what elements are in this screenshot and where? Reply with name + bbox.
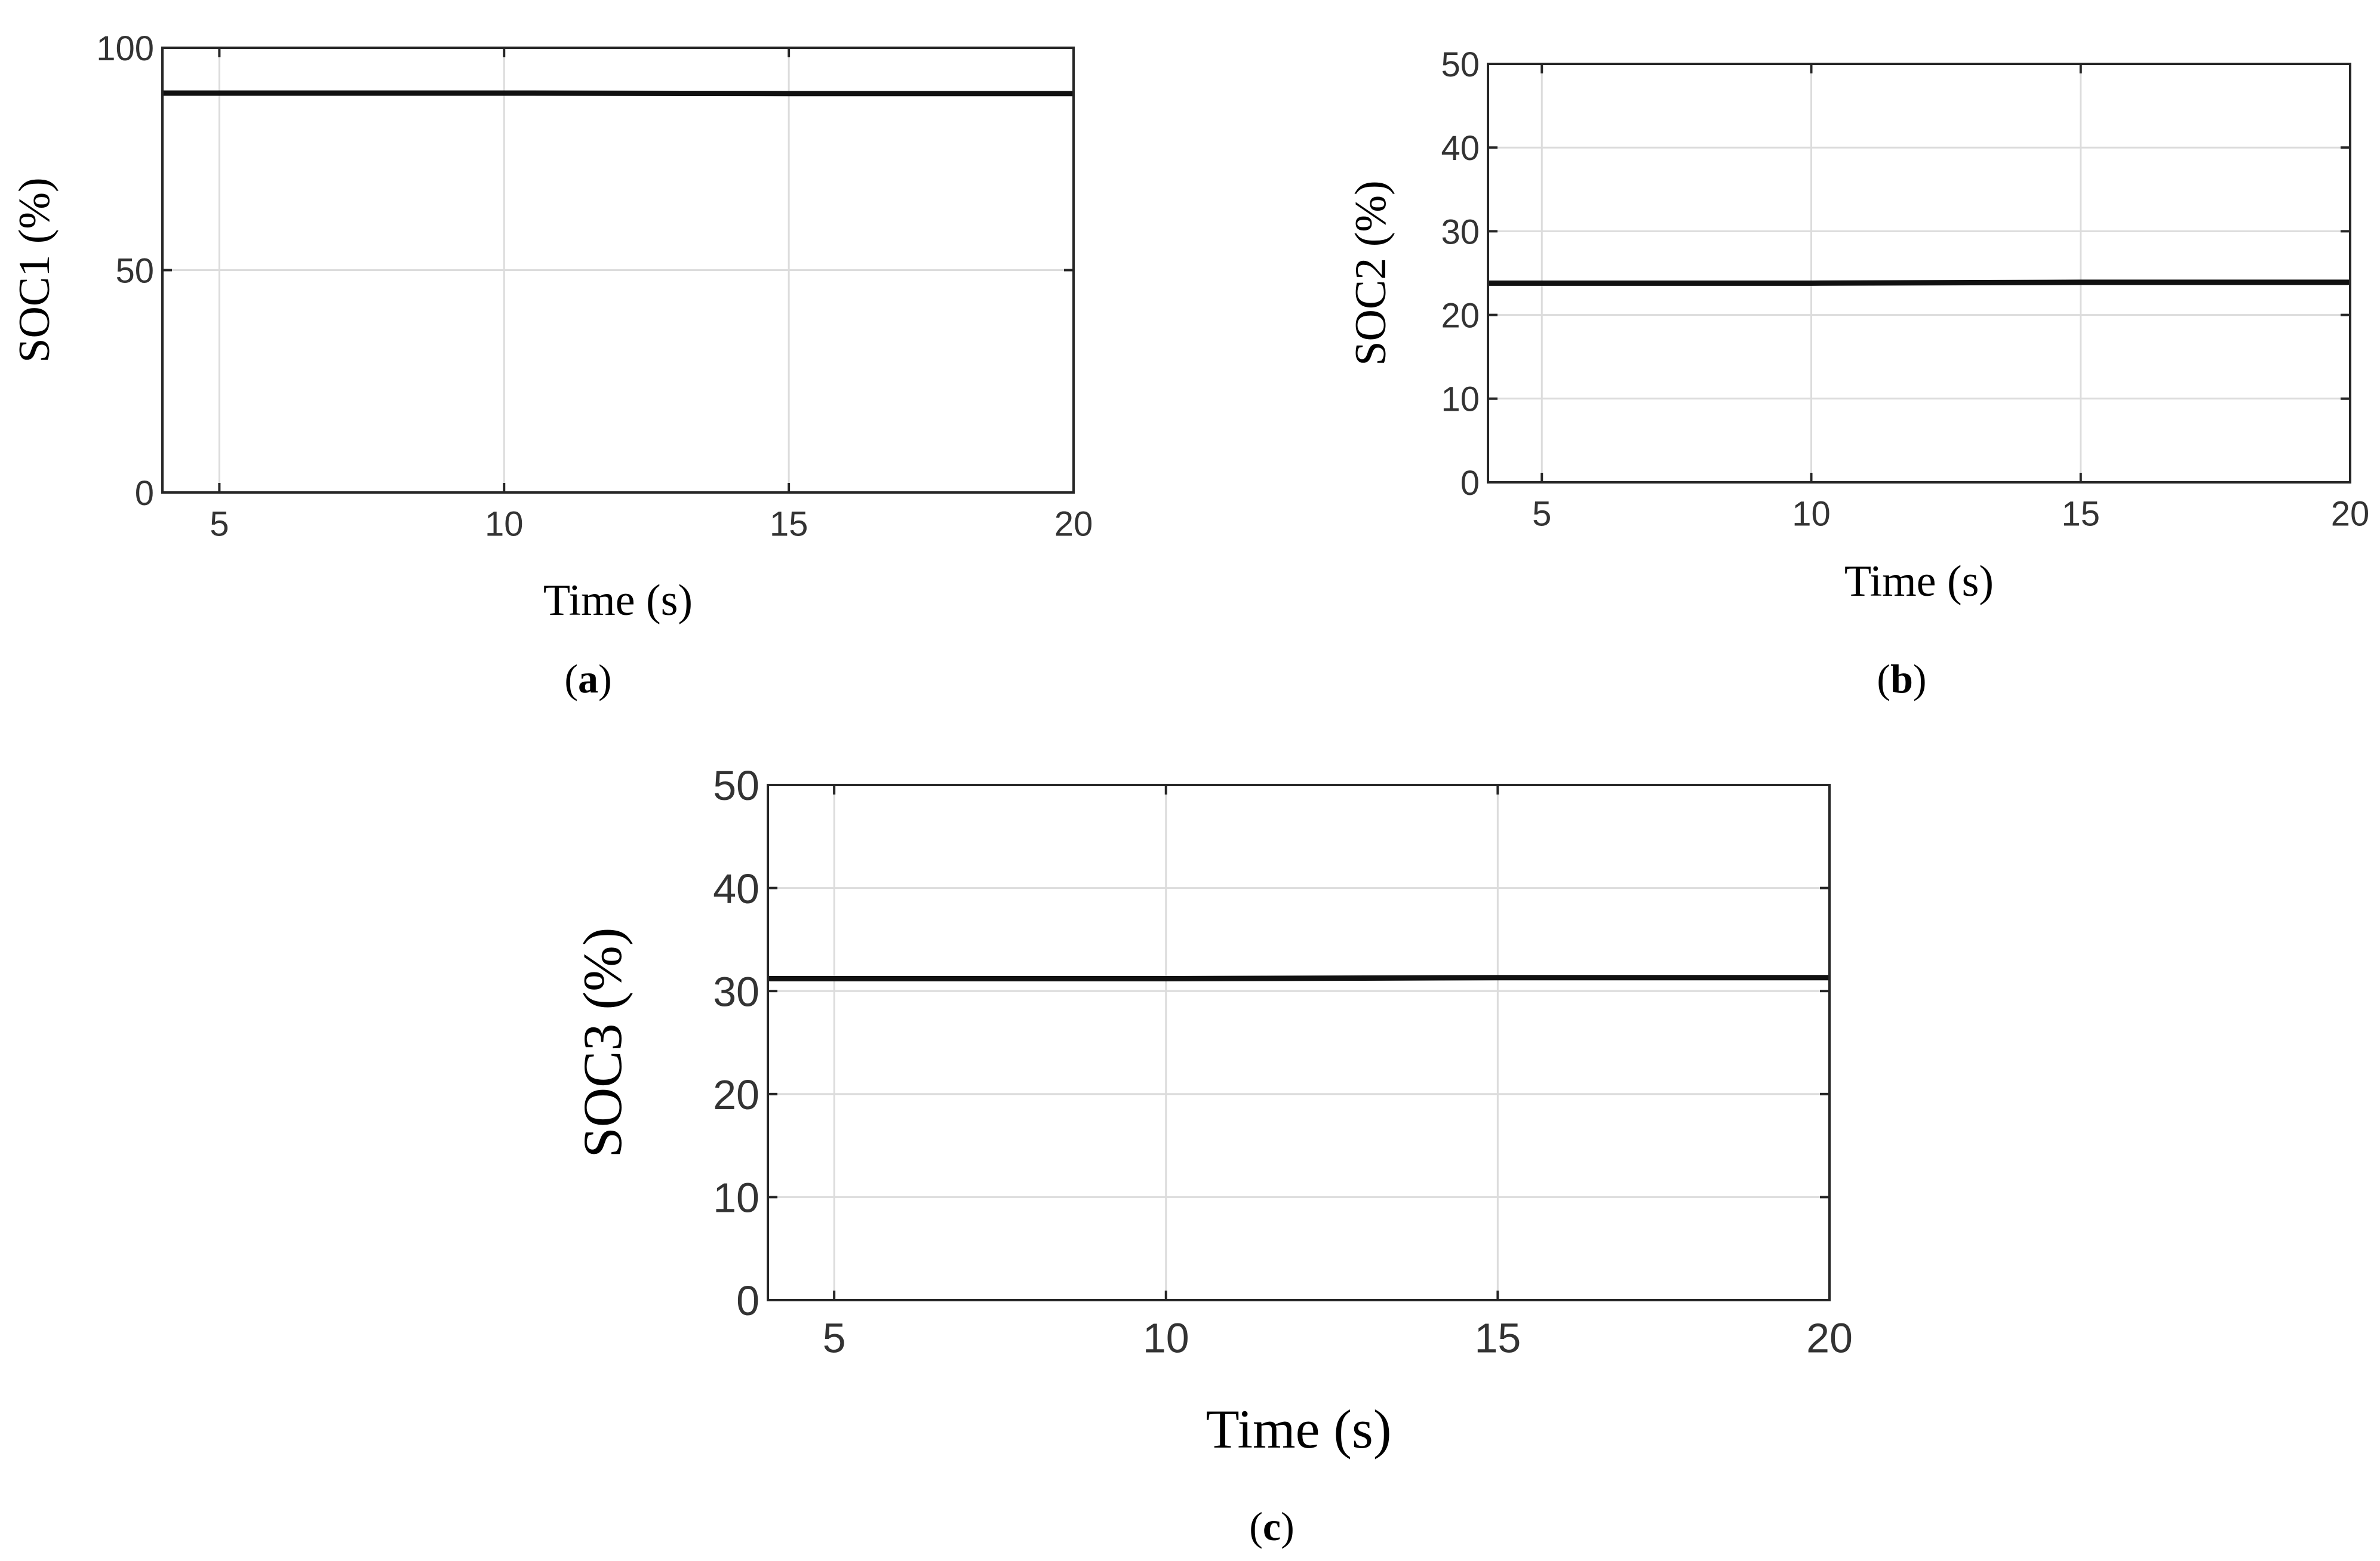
y-tick-label: 0	[736, 1277, 759, 1324]
x-tick-label: 20	[1054, 505, 1093, 544]
x-tick-label: 15	[1474, 1315, 1521, 1362]
x-axis-title: Time (s)	[1206, 1399, 1392, 1460]
y-tick-label: 0	[1460, 464, 1480, 503]
subfigure-label: (c)	[1249, 1504, 1294, 1549]
x-tick-label: 20	[1806, 1315, 1853, 1362]
y-tick-label: 10	[1441, 380, 1480, 419]
series-line	[162, 90, 1074, 97]
y-axis-title: SOC3 (%)	[572, 928, 633, 1158]
y-tick-label: 50	[1441, 45, 1480, 84]
y-tick-label: 50	[713, 762, 759, 809]
y-tick-label: 40	[713, 866, 759, 912]
panel-a: 5 10 15 20 0 50 100 Time (s) SOC1 (%) (a)	[10, 29, 1093, 701]
x-tick-label: 5	[823, 1315, 846, 1362]
panel-b: 5 10 15 20 0 10 20 30 40 50 Time (s) SOC2 (%) (b)	[1346, 45, 2369, 701]
y-tick-label: 30	[1441, 213, 1480, 251]
x-axis-title: Time (s)	[543, 576, 693, 625]
x-tick-label: 10	[1792, 495, 1831, 534]
series-line	[1488, 279, 2350, 286]
series-line	[768, 975, 1829, 981]
y-tick-label: 30	[713, 968, 759, 1015]
y-tick-label: 0	[135, 474, 154, 513]
y-tick-label: 20	[713, 1072, 759, 1118]
y-axis-title: SOC2 (%)	[1346, 180, 1395, 365]
plot-frame	[161, 47, 1075, 494]
x-tick-label: 5	[1532, 495, 1551, 534]
x-tick-label: 10	[485, 505, 524, 544]
x-tick-label: 10	[1143, 1315, 1189, 1362]
x-tick-label: 15	[770, 505, 808, 544]
y-tick-label: 50	[115, 251, 154, 290]
x-tick-label: 15	[2061, 495, 2100, 534]
x-tick-label: 5	[210, 505, 229, 544]
subfigure-label: (a)	[564, 656, 611, 701]
y-tick-label: 100	[96, 29, 154, 68]
x-tick-label: 20	[2331, 495, 2370, 534]
plot-frame	[767, 784, 1831, 1301]
y-axis-title: SOC1 (%)	[10, 177, 59, 362]
y-tick-label: 10	[713, 1175, 759, 1221]
plot-frame	[1487, 63, 2351, 484]
subfigure-label: (b)	[1877, 656, 1926, 701]
panel-c: 5 10 15 20 0 10 20 30 40 50 Time (s) SOC3 (%) (c)	[572, 762, 1853, 1549]
y-tick-label: 40	[1441, 129, 1480, 168]
y-tick-label: 20	[1441, 296, 1480, 335]
x-axis-title: Time (s)	[1844, 557, 1994, 606]
